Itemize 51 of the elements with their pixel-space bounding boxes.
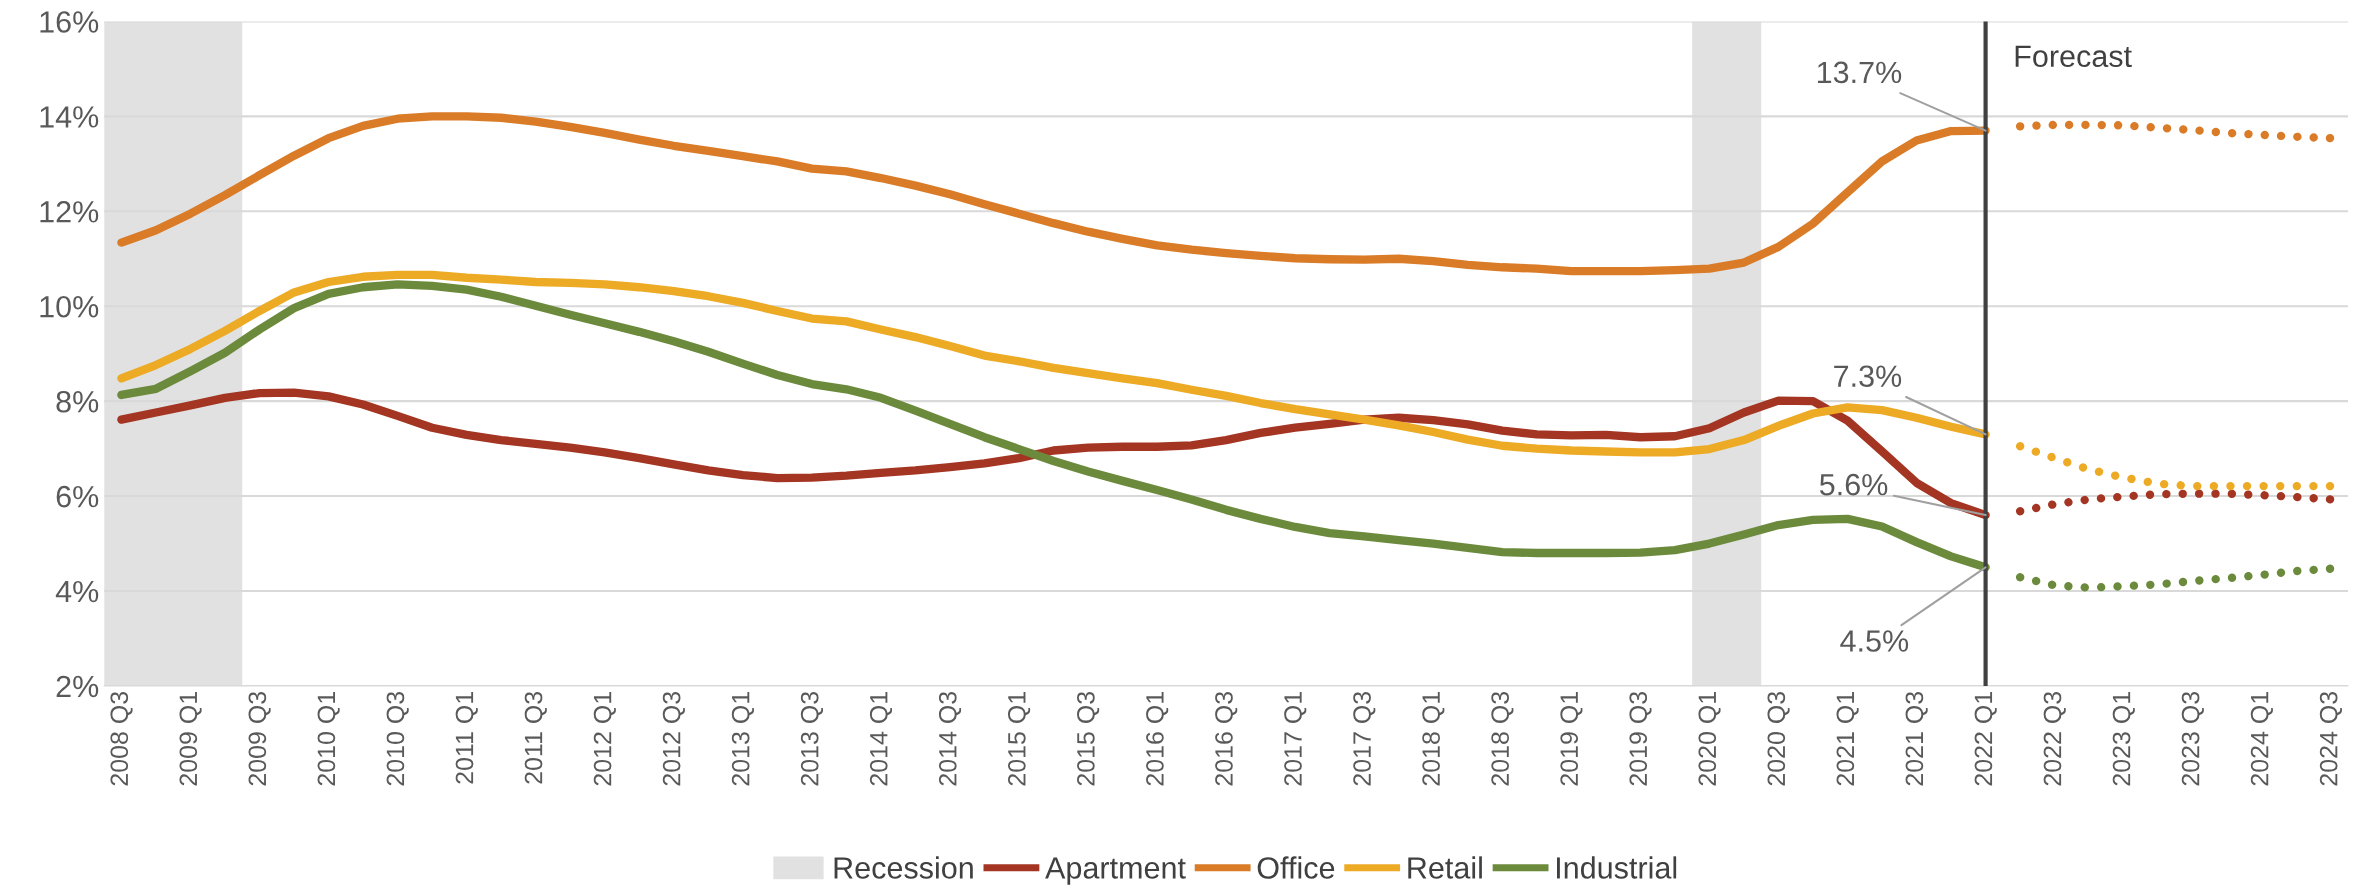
- x-tick-label: 2020 Q3: [1767, 691, 1790, 786]
- legend-label: Recession: [834, 856, 973, 879]
- x-tick-label: 2015 Q3: [1077, 691, 1100, 786]
- x-tick-label: 2009 Q1: [179, 692, 202, 786]
- x-tick-label: 2009 Q3: [248, 691, 271, 786]
- x-tick-label: 2011 Q1: [455, 692, 478, 784]
- annotation: 7.3%: [1834, 365, 1902, 388]
- legend-label: Industrial: [1557, 856, 1677, 879]
- legend-label: Apartment: [1045, 857, 1186, 885]
- x-tick-label: 2014 Q3: [938, 691, 962, 786]
- x-tick-label: 2016 Q3: [1215, 691, 1238, 786]
- x-tick-label: 2021 Q3: [1905, 691, 1928, 786]
- x-tick-label: 2023 Q1: [2112, 692, 2135, 786]
- x-tick-label: 2021 Q1: [1836, 692, 1859, 786]
- x-tick-label: 2011 Q3: [524, 691, 547, 784]
- legend-label: Retail: [1408, 856, 1482, 879]
- y-tick-label: 12%: [40, 201, 99, 223]
- x-tick-label: 2012 Q1: [593, 692, 616, 786]
- annotation: 5.6%: [1819, 473, 1888, 496]
- x-tick-label: 2017 Q3: [1353, 691, 1376, 786]
- y-tick-label: 8%: [56, 390, 99, 413]
- x-tick-label: 2013 Q3: [800, 691, 824, 786]
- y-tick-label: 14%: [40, 106, 99, 128]
- x-tick-label: 2014 Q1: [869, 692, 893, 786]
- x-tick-label: 2013 Q1: [731, 692, 754, 786]
- x-tick-label: 2020 Q1: [1698, 692, 1721, 786]
- annotation: 13.7%: [1817, 61, 1902, 84]
- x-tick-label: 2010 Q1: [317, 692, 340, 786]
- x-tick-label: 2023 Q3: [2181, 691, 2204, 786]
- x-tick-label: 2018 Q3: [1491, 691, 1514, 786]
- x-tick-label: 2024 Q1: [2250, 692, 2273, 786]
- y-tick-label: 16%: [40, 11, 99, 33]
- x-tick-label: 2016 Q1: [1146, 692, 1169, 786]
- y-tick-label: 6%: [56, 485, 99, 508]
- x-tick-label: 2010 Q3: [386, 691, 409, 786]
- x-tick-label: 2022 Q3: [2043, 691, 2066, 786]
- x-tick-label: 2019 Q3: [1629, 691, 1652, 786]
- x-tick-label: 2017 Q1: [1284, 692, 1307, 786]
- y-tick-label: 10%: [40, 295, 99, 318]
- y-tick-label: 2%: [56, 675, 99, 698]
- x-tick-label: 2024 Q3: [2319, 691, 2342, 786]
- annotation: 4.5%: [1840, 630, 1909, 652]
- x-tick-label: 2019 Q1: [1560, 692, 1583, 786]
- x-tick-label: 2015 Q1: [1007, 692, 1031, 786]
- x-tick-label: 2008 Q3: [110, 691, 133, 786]
- ref-line-label: Forecast: [2015, 45, 2132, 68]
- x-tick-label: 2022 Q1: [1974, 692, 1997, 786]
- legend-label: Office: [1257, 856, 1335, 879]
- x-tick-label: 2018 Q1: [1422, 692, 1445, 786]
- x-tick-label: 2012 Q3: [662, 691, 685, 786]
- y-tick-label: 4%: [55, 580, 99, 603]
